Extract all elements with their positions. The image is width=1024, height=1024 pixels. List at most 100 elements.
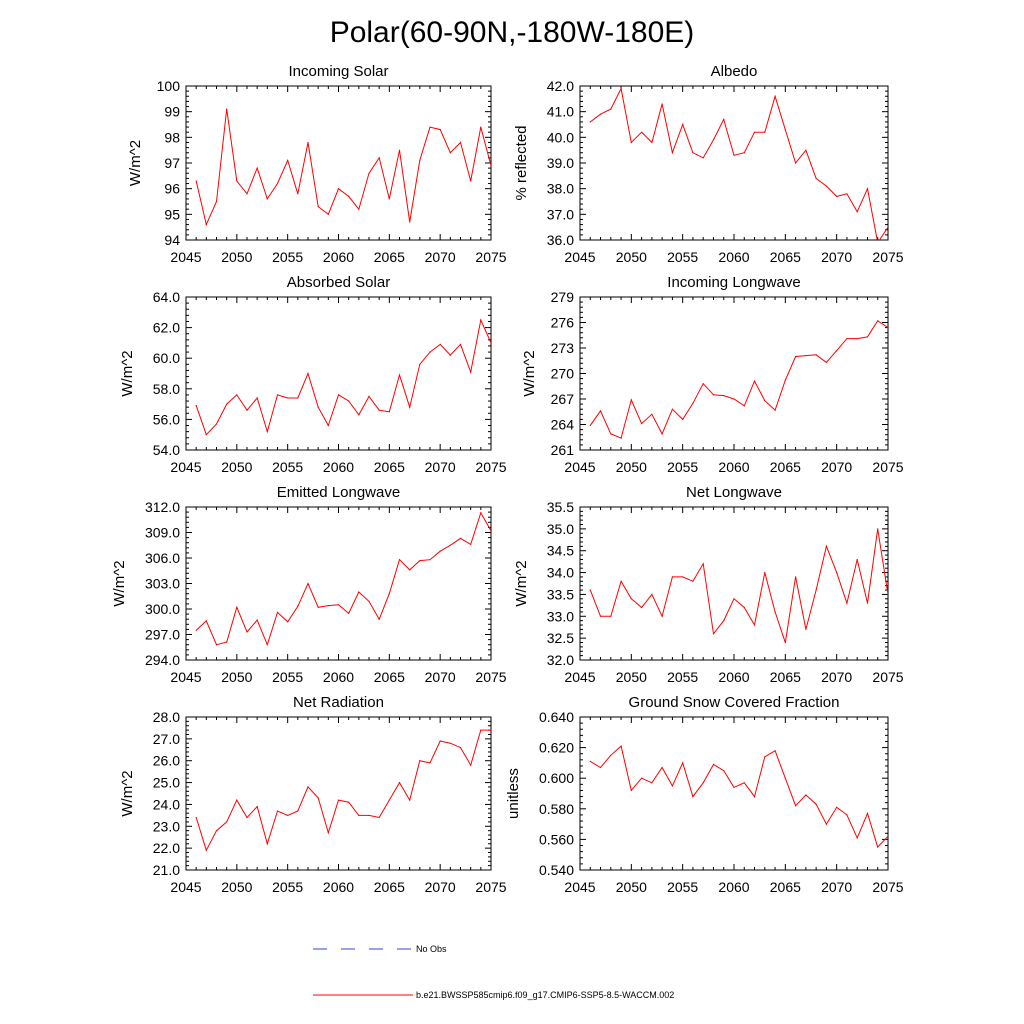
data-point: [856, 837, 858, 839]
data-point: [236, 606, 238, 608]
data-point: [753, 624, 756, 626]
data-point: [712, 633, 715, 635]
x-tick-label: 2065: [374, 459, 405, 475]
panel-title: Emitted Longwave: [277, 484, 400, 501]
data-point: [439, 550, 441, 552]
data-point: [327, 213, 329, 215]
legend-model-label: b.e21.BWSSP585cmip6.f09_g17.CMIP6-SSP5-8…: [416, 990, 674, 1000]
data-point: [630, 598, 632, 600]
data-point: [795, 355, 797, 358]
panel-title: Net Longwave: [686, 484, 782, 501]
data-point: [459, 141, 462, 144]
plot-frame: [185, 296, 492, 451]
data-point: [226, 821, 228, 823]
data-point: [276, 810, 279, 812]
data-point: [215, 830, 218, 832]
y-tick-label: 33.5: [547, 586, 574, 602]
data-point: [439, 129, 441, 131]
data-point: [205, 434, 207, 436]
x-tick-label: 2050: [616, 879, 647, 895]
plot-frame: [185, 85, 492, 241]
panel-title: Albedo: [711, 63, 758, 80]
data-point: [276, 394, 279, 396]
y-tick-label: 21.0: [153, 862, 180, 878]
x-tick-label: 2060: [323, 459, 354, 475]
data-point: [246, 631, 248, 633]
x-tick-label: 2045: [170, 459, 201, 475]
data-point: [470, 764, 472, 766]
data-point: [266, 198, 268, 200]
data-point: [866, 812, 869, 815]
data-point: [429, 126, 431, 128]
x-tick-label: 2070: [821, 669, 852, 685]
data-point: [682, 123, 684, 126]
data-point: [398, 559, 401, 561]
plot-frame: [579, 296, 889, 451]
data-point: [246, 193, 248, 195]
data-point: [358, 208, 360, 210]
data-point: [195, 180, 197, 182]
data-point: [887, 593, 888, 595]
series-line: [589, 320, 888, 439]
y-axis-label: W/m^2: [127, 140, 144, 186]
data-point: [449, 742, 451, 744]
y-tick-label: 58.0: [153, 381, 180, 397]
series-line: [195, 318, 491, 436]
data-point: [297, 193, 299, 195]
x-tick-label: 2050: [616, 459, 647, 475]
data-point: [449, 152, 451, 154]
data-point: [641, 777, 643, 779]
data-point: [287, 814, 289, 817]
data-point: [398, 374, 401, 376]
data-point: [784, 641, 786, 644]
x-tick-label: 2045: [564, 879, 595, 895]
y-tick-label: 32.5: [547, 630, 574, 646]
y-tick-label: 35.0: [547, 521, 574, 537]
y-axis-label: W/m^2: [111, 560, 128, 606]
y-tick-label: 36.0: [547, 232, 574, 248]
x-tick-label: 2065: [770, 669, 801, 685]
data-point: [589, 424, 591, 426]
y-tick-label: 56.0: [153, 411, 180, 427]
y-tick-label: 0.560: [539, 831, 574, 847]
x-tick-label: 2075: [872, 669, 903, 685]
data-point: [480, 512, 482, 514]
x-tick-label: 2045: [170, 879, 201, 895]
y-axis-label: W/m^2: [521, 350, 538, 396]
y-tick-label: 0.640: [539, 709, 574, 725]
data-point: [236, 180, 238, 182]
data-point: [692, 402, 694, 404]
x-tick-label: 2075: [872, 249, 903, 265]
panel-7: Ground Snow Covered Fraction 2045 2050 2055…: [505, 694, 904, 895]
y-tick-label: 39.0: [547, 155, 574, 171]
data-point: [692, 152, 694, 154]
data-point: [287, 159, 289, 161]
data-point: [409, 406, 411, 408]
x-tick-label: 2065: [770, 459, 801, 475]
data-point: [682, 762, 684, 764]
data-point: [846, 814, 848, 816]
data-point: [743, 606, 745, 609]
data-point: [743, 782, 745, 784]
y-tick-label: 94: [164, 232, 180, 248]
x-tick-label: 2075: [475, 249, 506, 265]
data-point: [307, 786, 309, 788]
data-point: [866, 188, 869, 190]
y-tick-label: 96: [164, 181, 180, 197]
series-line: [589, 528, 888, 643]
series-line: [590, 745, 888, 848]
data-point: [297, 810, 299, 812]
data-point: [630, 789, 632, 792]
data-point: [589, 589, 591, 591]
data-point: [236, 394, 238, 396]
plot-frame: [185, 506, 492, 661]
y-axis-label: W/m^2: [119, 350, 136, 396]
data-point: [480, 319, 482, 321]
x-tick-label: 2055: [667, 879, 698, 895]
data-point: [337, 799, 340, 801]
data-point: [692, 580, 694, 582]
data-point: [651, 141, 653, 144]
data-point: [733, 154, 735, 156]
data-point: [378, 816, 380, 819]
y-tick-label: 24.0: [153, 796, 180, 812]
